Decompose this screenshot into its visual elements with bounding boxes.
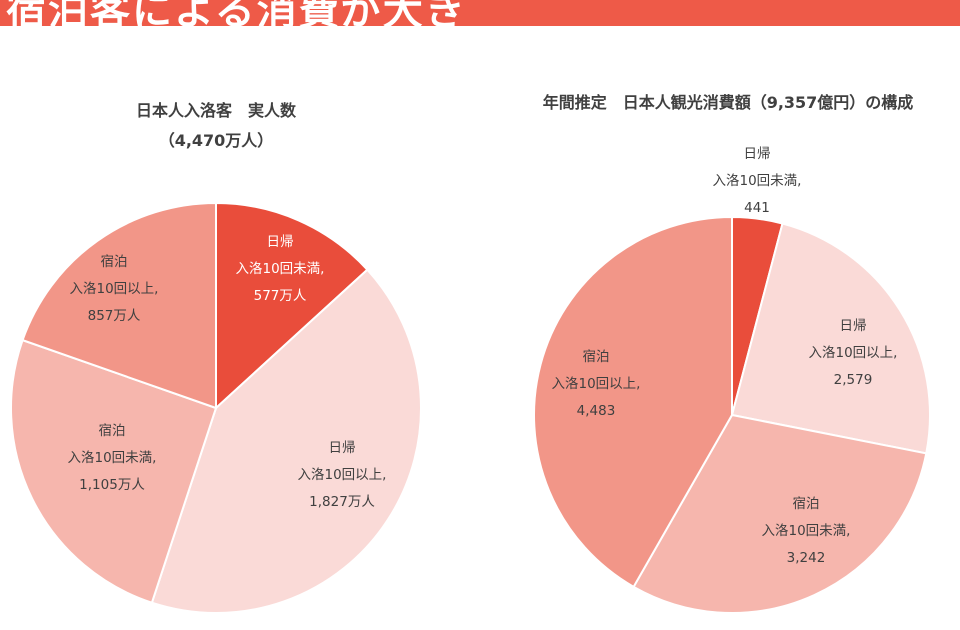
left-chart-title-line1: 日本人入洛客 実人数: [135, 101, 296, 120]
left-slice-label-3-line-1: 入洛10回以上,: [70, 281, 159, 297]
left-slice-label-3-line-2: 857万人: [88, 308, 141, 324]
right-slice-label-2-line-2: 3,242: [787, 550, 826, 566]
right-slice-label-2-line-0: 宿泊: [793, 495, 820, 512]
left-slice-label-3: 宿泊入洛10回以上, 857万人: [70, 253, 159, 324]
left-pie: [10, 201, 422, 614]
right-pie-slice-2: [632, 413, 928, 614]
left-slice-label-1-line-1: 入洛10回以上,: [298, 467, 387, 483]
right-slice-label-0-line-0: 日帰: [744, 145, 771, 162]
left-pie-slice-2: [10, 338, 218, 604]
right-slice-label-0-line-2: 441: [744, 200, 770, 216]
right-slice-label-0-line-1: 入洛10回未満,: [713, 173, 802, 189]
left-slice-label-0-line-0: 日帰: [267, 233, 294, 250]
right-slice-label-2-line-1: 入洛10回未満,: [762, 523, 851, 539]
top-banner: 宿泊客による消費が大き: [0, 0, 960, 26]
left-chart-title: 日本人入洛客 実人数 （4,470万人）: [60, 96, 372, 156]
right-slice-label-3-line-2: 4,483: [577, 403, 616, 419]
left-slice-label-0-line-1: 入洛10回未満,: [236, 261, 325, 277]
left-slice-label-2-line-1: 入洛10回未満,: [68, 450, 157, 466]
right-slice-label-1-line-2: 2,579: [834, 372, 873, 388]
right-pie-slice-3: [533, 215, 733, 589]
left-slice-label-1-line-2: 1,827万人: [309, 494, 375, 510]
right-slice-label-3-line-0: 宿泊: [583, 348, 610, 365]
left-slice-label-0: 日帰入洛10回未満, 577万人: [236, 233, 325, 304]
left-slice-label-0-line-2: 577万人: [254, 288, 307, 304]
left-slice-label-3-line-0: 宿泊: [101, 253, 128, 270]
left-slice-label-1: 日帰入洛10回以上, 1,827万人: [298, 439, 387, 510]
right-slice-label-0: 日帰入洛10回未満, 441: [713, 145, 802, 216]
left-pie-slice-1: [150, 268, 422, 614]
right-slice-label-1-line-1: 入洛10回以上,: [809, 345, 898, 361]
right-pie: [533, 215, 931, 614]
right-slice-label-3-line-1: 入洛10回以上,: [552, 376, 641, 392]
right-slice-label-2: 宿泊入洛10回未満, 3,242: [762, 495, 851, 566]
left-pie-slice-3: [21, 201, 217, 410]
left-slice-label-2: 宿泊入洛10回未満, 1,105万人: [68, 422, 157, 493]
right-slice-label-3: 宿泊入洛10回以上, 4,483: [552, 348, 641, 419]
left-slice-label-1-line-0: 日帰: [329, 439, 356, 456]
left-slice-label-2-line-2: 1,105万人: [79, 477, 145, 493]
right-slice-label-1: 日帰入洛10回以上, 2,579: [809, 317, 898, 388]
left-chart-subtitle: （4,470万人）: [158, 131, 274, 150]
right-chart-title: 年間推定 日本人観光消費額（9,357億円）の構成: [542, 93, 914, 112]
left-slice-label-2-line-0: 宿泊: [99, 422, 126, 439]
right-pie-slice-1: [730, 222, 931, 455]
banner-title: 宿泊客による消費が大き: [6, 0, 467, 26]
right-slice-label-1-line-0: 日帰: [840, 317, 867, 334]
left-pie-slice-0: [215, 201, 369, 411]
